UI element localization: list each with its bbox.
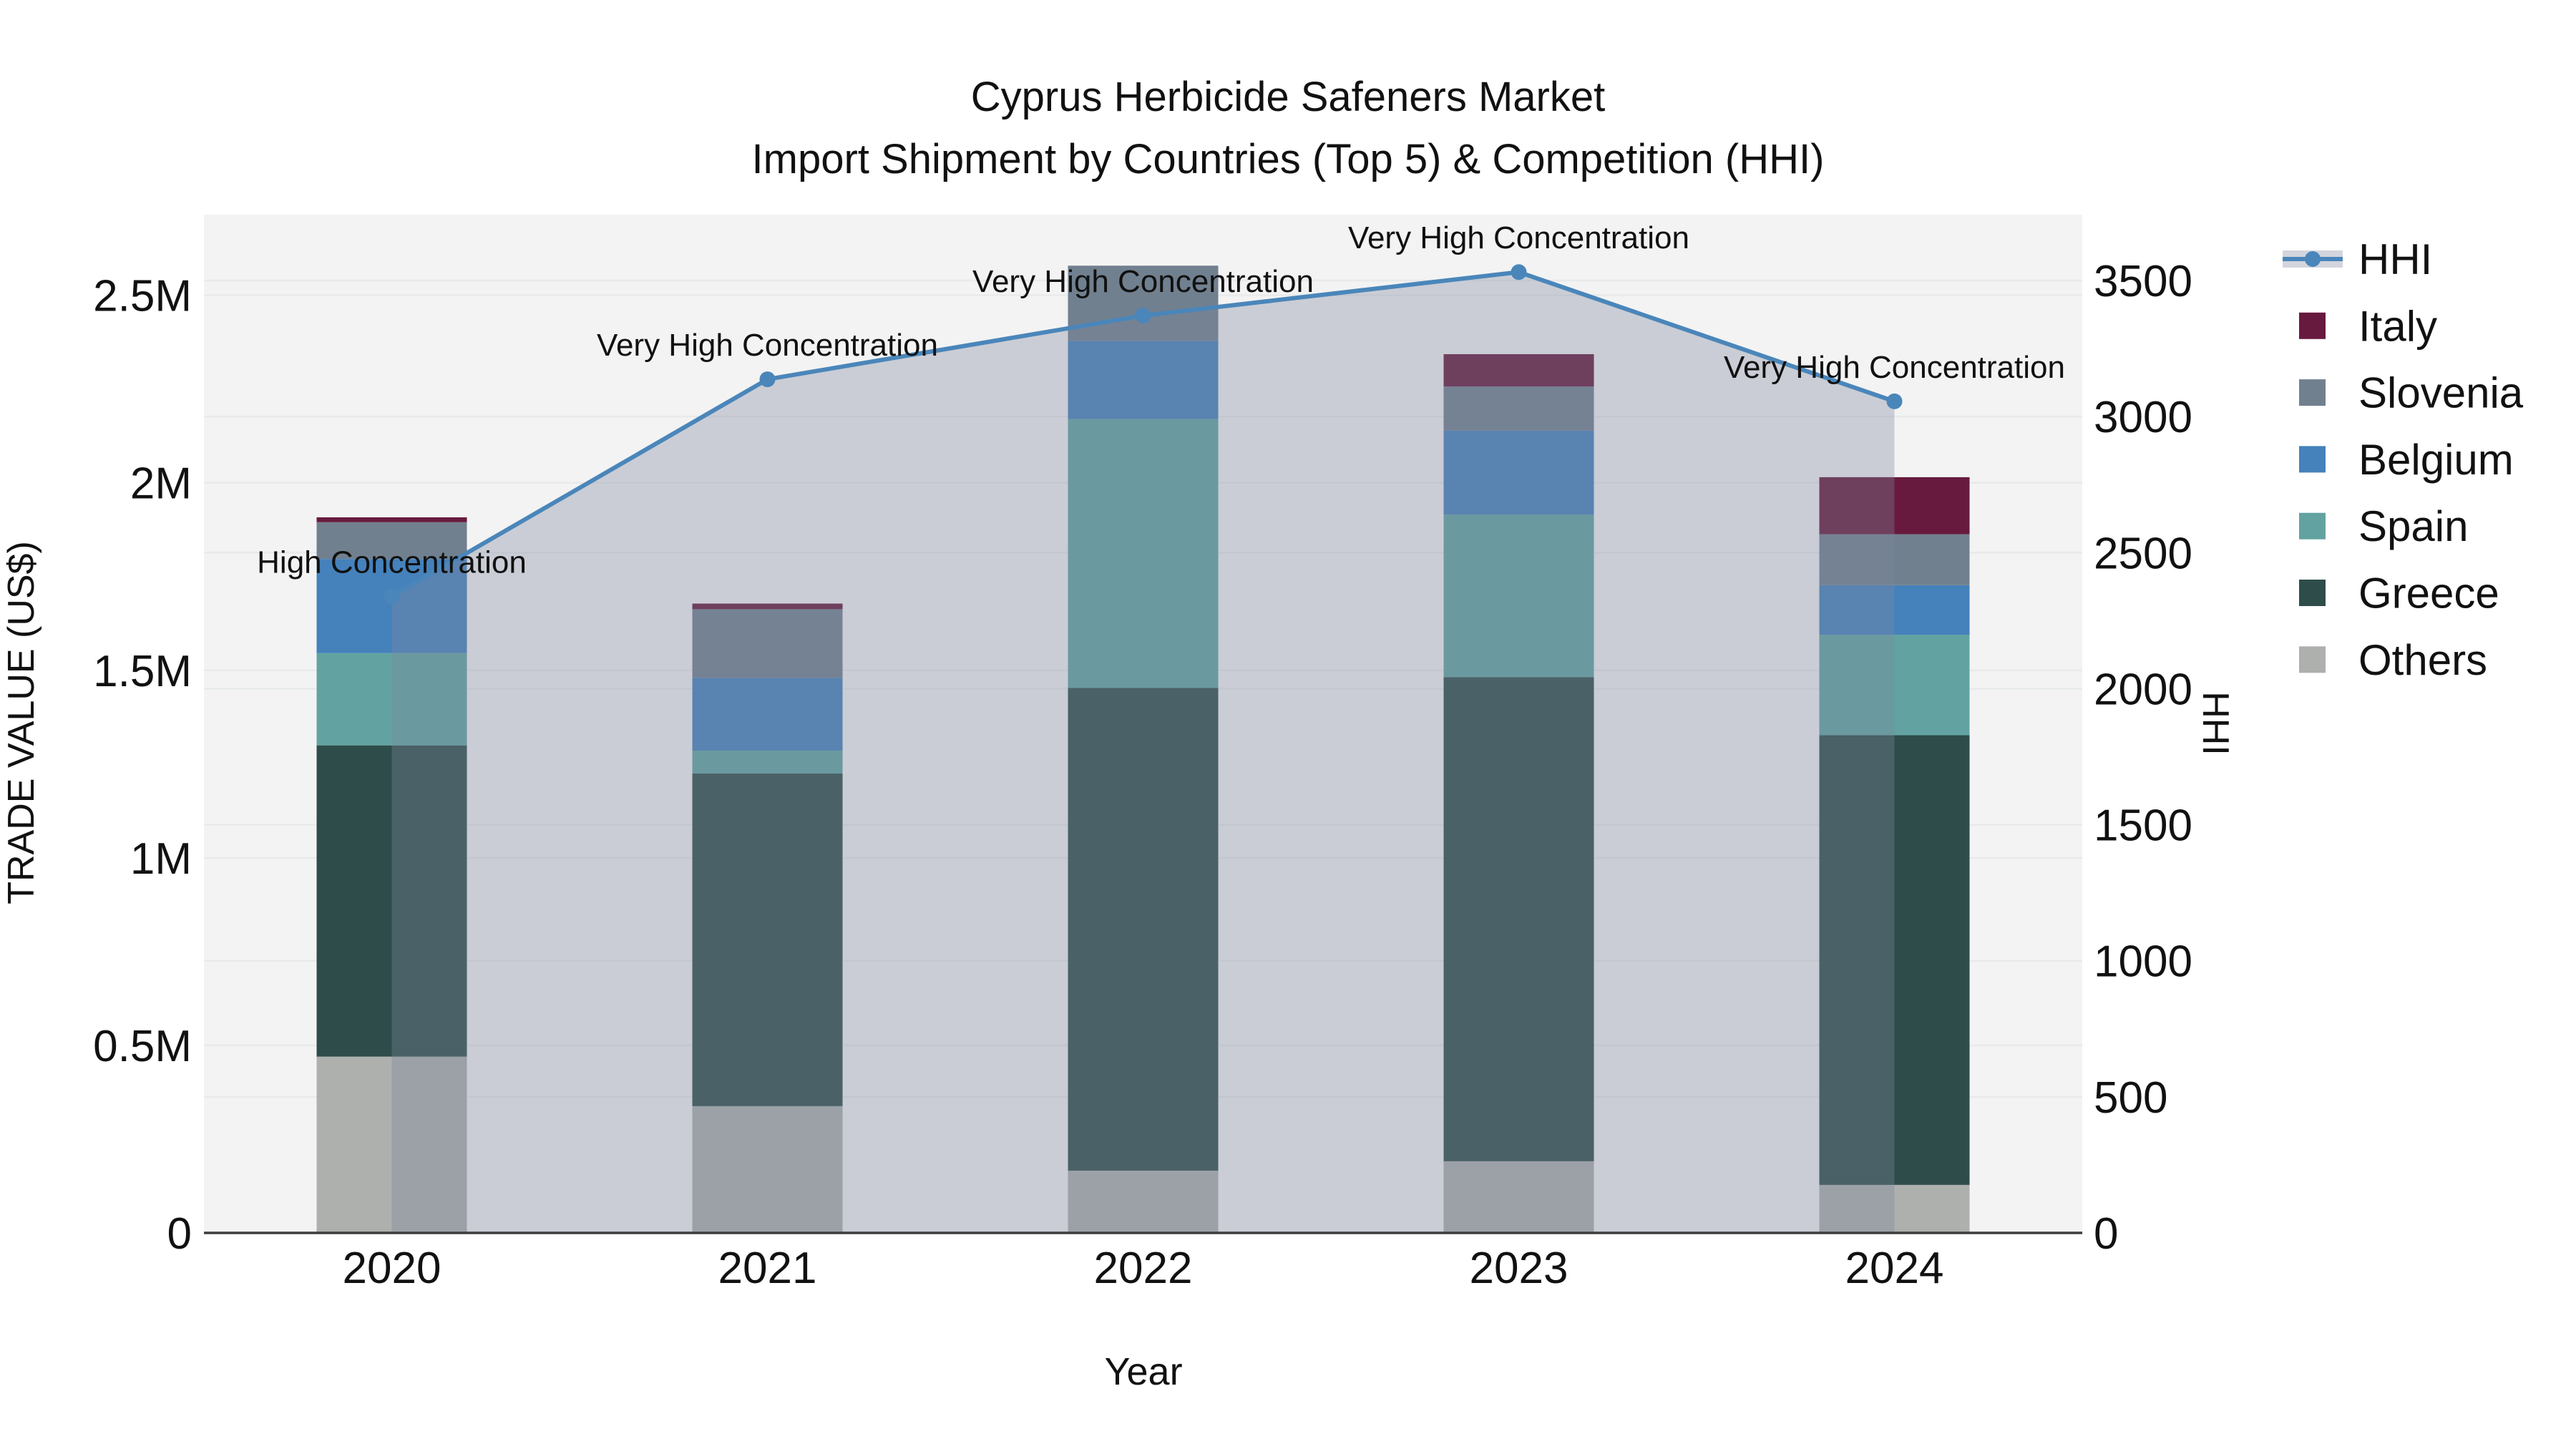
y-right-tick-1500: 1500 [2094, 801, 2192, 851]
bar-segment-greece-2024[interactable] [1819, 735, 1970, 1185]
legend-swatch-greece [2299, 580, 2326, 606]
annotation-2020: High Concentration [257, 545, 527, 580]
bar-segment-slovenia-2022[interactable] [1068, 265, 1219, 341]
y-right-tick-3000: 3000 [2094, 393, 2192, 442]
bar-segment-slovenia-2024[interactable] [1819, 534, 1970, 585]
legend-item-others[interactable]: Others [2299, 636, 2487, 684]
bar-segment-spain-2024[interactable] [1819, 635, 1970, 736]
legend-label-hhi: HHI [2358, 235, 2432, 283]
bar-segment-slovenia-2023[interactable] [1443, 386, 1594, 431]
legend-swatch-spain [2299, 512, 2326, 540]
bar-segment-italy-2024[interactable] [1819, 477, 1970, 535]
y-right-tick-500: 500 [2094, 1073, 2167, 1123]
bar-segment-belgium-2020[interactable] [316, 559, 467, 653]
legend-swatch-slovenia [2299, 379, 2326, 406]
y-left-tick-0.5M: 0.5M [93, 1022, 192, 1071]
hhi-marker-2020[interactable] [384, 588, 400, 605]
bar-segment-spain-2020[interactable] [316, 653, 467, 746]
legend-swatch-others [2299, 646, 2326, 673]
y-left-tick-2.5M: 2.5M [93, 272, 192, 321]
legend-item-belgium[interactable]: Belgium [2299, 436, 2514, 484]
bar-segment-others-2022[interactable] [1068, 1170, 1219, 1233]
bar-segment-others-2023[interactable] [1443, 1161, 1594, 1233]
bar-segment-greece-2022[interactable] [1068, 688, 1219, 1171]
bar-segment-belgium-2022[interactable] [1068, 341, 1219, 419]
bar-segment-greece-2020[interactable] [316, 745, 467, 1057]
bar-segment-slovenia-2020[interactable] [316, 522, 467, 560]
y-right-tick-3500: 3500 [2094, 257, 2192, 306]
bar-segment-others-2024[interactable] [1819, 1184, 1970, 1233]
hhi-marker-2023[interactable] [1511, 264, 1527, 280]
legend-label-belgium: Belgium [2358, 436, 2514, 484]
bar-segment-italy-2021[interactable] [692, 603, 843, 610]
bar-segment-belgium-2024[interactable] [1819, 585, 1970, 635]
annotation-2022: Very High Concentration [972, 264, 1314, 299]
legend-label-greece: Greece [2358, 570, 2499, 618]
legend-label-slovenia: Slovenia [2358, 369, 2524, 417]
x-tick-2023: 2023 [1470, 1244, 1568, 1293]
bar-segment-spain-2022[interactable] [1068, 419, 1219, 688]
hhi-marker-2021[interactable] [759, 371, 776, 388]
y-left-tick-1.5M: 1.5M [93, 647, 192, 696]
chart-title-line1: Cyprus Herbicide Safeners Market [970, 74, 1606, 120]
x-tick-2021: 2021 [718, 1244, 817, 1293]
y-right-tick-1000: 1000 [2094, 937, 2192, 987]
x-axis-title: Year [1104, 1350, 1183, 1393]
annotation-2021: Very High Concentration [597, 328, 938, 363]
legend-hhi-marker [2305, 251, 2321, 267]
legend-item-spain[interactable]: Spain [2299, 502, 2468, 550]
legend-swatch-italy [2299, 312, 2326, 339]
annotation-2023: Very High Concentration [1348, 220, 1689, 255]
hhi-area-fill [391, 272, 1895, 1233]
bar-segment-greece-2023[interactable] [1443, 677, 1594, 1161]
bar-segment-belgium-2021[interactable] [692, 678, 843, 751]
legend-swatch-belgium [2299, 446, 2326, 473]
y-left-tick-2M: 2M [130, 459, 192, 509]
y-left-tick-0: 0 [167, 1209, 192, 1259]
legend-item-slovenia[interactable]: Slovenia [2299, 369, 2524, 417]
legend-label-italy: Italy [2358, 302, 2437, 350]
x-tick-2022: 2022 [1094, 1244, 1193, 1293]
y-left-tick-1M: 1M [130, 834, 192, 884]
hhi-marker-2024[interactable] [1886, 393, 1903, 409]
bar-segment-belgium-2023[interactable] [1443, 430, 1594, 515]
legend-item-italy[interactable]: Italy [2299, 302, 2437, 350]
y-right-tick-2500: 2500 [2094, 529, 2192, 578]
bar-segment-italy-2023[interactable] [1443, 353, 1594, 387]
bar-segment-slovenia-2021[interactable] [692, 609, 843, 678]
legend-item-greece[interactable]: Greece [2299, 570, 2499, 618]
x-tick-2020: 2020 [343, 1244, 441, 1293]
legend-label-others: Others [2358, 636, 2487, 684]
bar-segment-others-2020[interactable] [316, 1056, 467, 1233]
legend-item-hhi[interactable]: HHI [2283, 235, 2432, 283]
y-right-tick-2000: 2000 [2094, 665, 2192, 714]
hhi-marker-2022[interactable] [1135, 308, 1151, 324]
bar-segment-italy-2020[interactable] [316, 517, 467, 522]
x-tick-2024: 2024 [1845, 1244, 1944, 1293]
stacked-bars [316, 265, 1970, 1233]
chart-title-line2: Import Shipment by Countries (Top 5) & C… [751, 136, 1825, 182]
bar-segment-others-2021[interactable] [692, 1106, 843, 1233]
legend-label-spain: Spain [2358, 502, 2468, 550]
bar-segment-spain-2023[interactable] [1443, 514, 1594, 678]
legend: HHI Italy Slovenia Belgium Spain Greece Others [2283, 235, 2524, 684]
bar-segment-greece-2021[interactable] [692, 773, 843, 1106]
annotation-2024: Very High Concentration [1724, 350, 2065, 385]
bar-segment-spain-2021[interactable] [692, 750, 843, 774]
y-right-tick-0: 0 [2094, 1209, 2118, 1259]
